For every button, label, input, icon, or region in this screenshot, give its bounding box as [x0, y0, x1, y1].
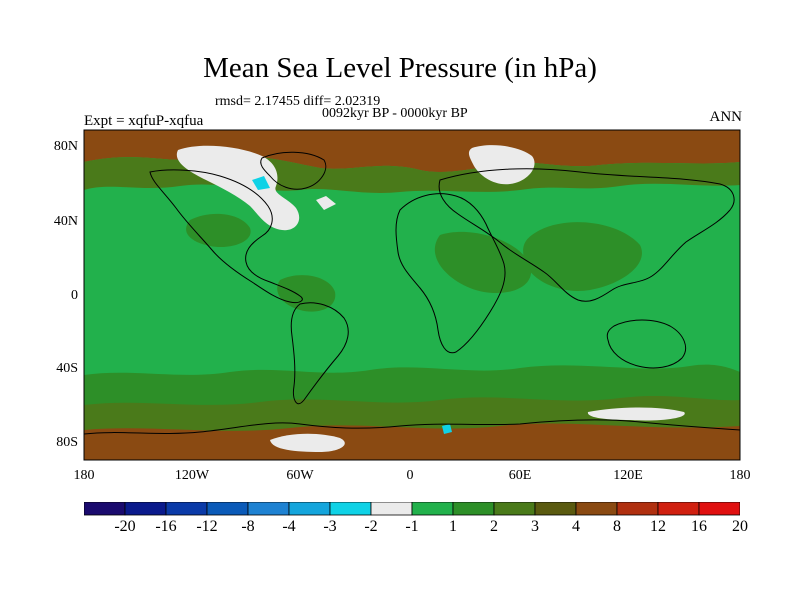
colorbar-label: -1 — [405, 518, 419, 535]
colorbar-label: 2 — [490, 518, 498, 535]
lat-label-80s: 80S — [56, 435, 78, 450]
lon-label-180w: 180 — [73, 468, 95, 483]
colorbar-label: 3 — [531, 518, 539, 535]
colorbar-box — [288, 502, 331, 516]
colorbar-label: -2 — [364, 518, 378, 535]
colorbar-box — [329, 502, 372, 516]
field-antarctic-high — [84, 423, 740, 460]
field-ross-low — [270, 433, 345, 452]
colorbar-box — [411, 502, 454, 516]
colorbar-label: 8 — [613, 518, 621, 535]
field-weddell-neg — [442, 424, 452, 434]
map-frame — [83, 129, 741, 461]
field-asia-patch — [523, 222, 642, 291]
colorbar-box — [84, 502, 126, 516]
coastline-north-america — [149, 169, 303, 303]
lon-label-120e: 120E — [613, 468, 643, 483]
season-label: ANN — [709, 109, 743, 125]
colorbar-label: -8 — [241, 518, 255, 535]
lon-label-60e: 60E — [508, 468, 532, 483]
field-greenland-neg — [252, 176, 270, 190]
field-tropical-patch — [434, 231, 532, 294]
coastline-eurasia — [438, 168, 735, 302]
field-greenland-low — [176, 145, 300, 231]
lon-label-180e: 180 — [729, 468, 751, 483]
lat-label-0: 0 — [71, 288, 78, 303]
experiment-label: Expt = xqfuP-xqfua — [84, 113, 204, 129]
colorbar-label: -4 — [282, 518, 296, 535]
colorbar-box — [657, 502, 700, 516]
coastline-antarctica — [84, 419, 740, 435]
colorbar-label: -16 — [155, 518, 177, 535]
field-scandinavia-low — [468, 145, 535, 185]
colorbar-box — [575, 502, 618, 516]
colorbar-label: 20 — [732, 518, 748, 535]
map-title: Mean Sea Level Pressure (in hPa) — [203, 52, 597, 84]
lat-label-80n: 80N — [53, 139, 78, 154]
lon-label-120w: 120W — [174, 468, 210, 483]
colorbar-box — [493, 502, 536, 516]
field-arctic-band — [84, 130, 740, 173]
colorbar-box — [698, 502, 740, 516]
colorbar-box — [165, 502, 208, 516]
colorbar-label: 12 — [650, 518, 666, 535]
colorbar-box — [616, 502, 659, 516]
colorbar-label: 4 — [572, 518, 580, 535]
field-southern-band — [84, 364, 740, 410]
lon-label-60w: 60W — [286, 468, 314, 483]
colorbar — [84, 502, 740, 516]
field-wilkes-low — [587, 407, 685, 421]
colorbar-box — [124, 502, 167, 516]
lon-label-0: 0 — [406, 468, 414, 483]
colorbar-label: 16 — [691, 518, 707, 535]
lat-label-40n: 40N — [53, 214, 78, 229]
colorbar-label: -12 — [196, 518, 218, 535]
colorbar-box — [247, 502, 290, 516]
colorbar-box — [206, 502, 249, 516]
coastline-australia — [606, 319, 686, 369]
coastline-greenland — [260, 151, 327, 190]
rmsd-diff-stats: rmsd= 2.17455 diff= 2.02319 — [215, 94, 381, 109]
colorbar-box — [534, 502, 577, 516]
colorbar-box — [452, 502, 495, 516]
colorbar-label: -20 — [114, 518, 136, 535]
colorbar-box — [370, 502, 413, 516]
coastline-europe-africa — [395, 193, 506, 354]
time-period: 0092kyr BP - 0000kyr BP — [322, 106, 468, 121]
field-atlantic-low — [316, 196, 336, 210]
coastline-south-america — [290, 302, 349, 405]
lat-label-40s: 40S — [56, 361, 78, 376]
colorbar-label: 1 — [449, 518, 457, 535]
colorbar-label: -3 — [323, 518, 337, 535]
